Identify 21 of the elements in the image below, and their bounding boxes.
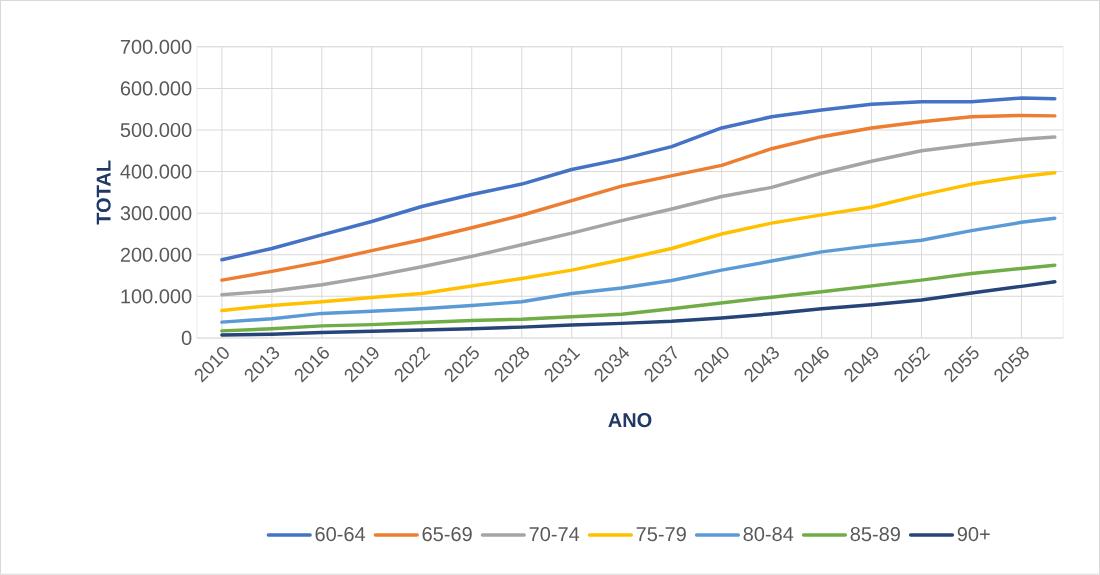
y-axis-title: TOTAL	[96, 160, 111, 225]
y-tick-label: 0	[181, 330, 192, 346]
legend-label: 75-79	[636, 527, 686, 542]
line-series	[220, 135, 1057, 297]
legend-label: 90+	[957, 527, 990, 542]
y-tick-label: 300.000	[120, 206, 192, 221]
x-axis-title: ANO	[608, 413, 652, 428]
y-tick-label: 600.000	[120, 81, 192, 96]
legend-label: 65-69	[422, 527, 472, 542]
line-series	[220, 280, 1057, 337]
y-tick-label: 700.000	[120, 39, 192, 54]
legend-label: 85-89	[850, 527, 900, 542]
y-tick-label: 100.000	[121, 289, 192, 304]
y-tick-label: 400.000	[120, 164, 192, 179]
line-series	[220, 216, 1057, 324]
legend-label: 60-64	[315, 527, 366, 542]
y-tick-label: 200.000	[120, 247, 192, 262]
y-tick-label: 500.000	[120, 123, 192, 138]
line-series	[220, 96, 1057, 262]
legend-label: 80-84	[743, 527, 794, 542]
legend-label: 70-74	[529, 527, 580, 542]
